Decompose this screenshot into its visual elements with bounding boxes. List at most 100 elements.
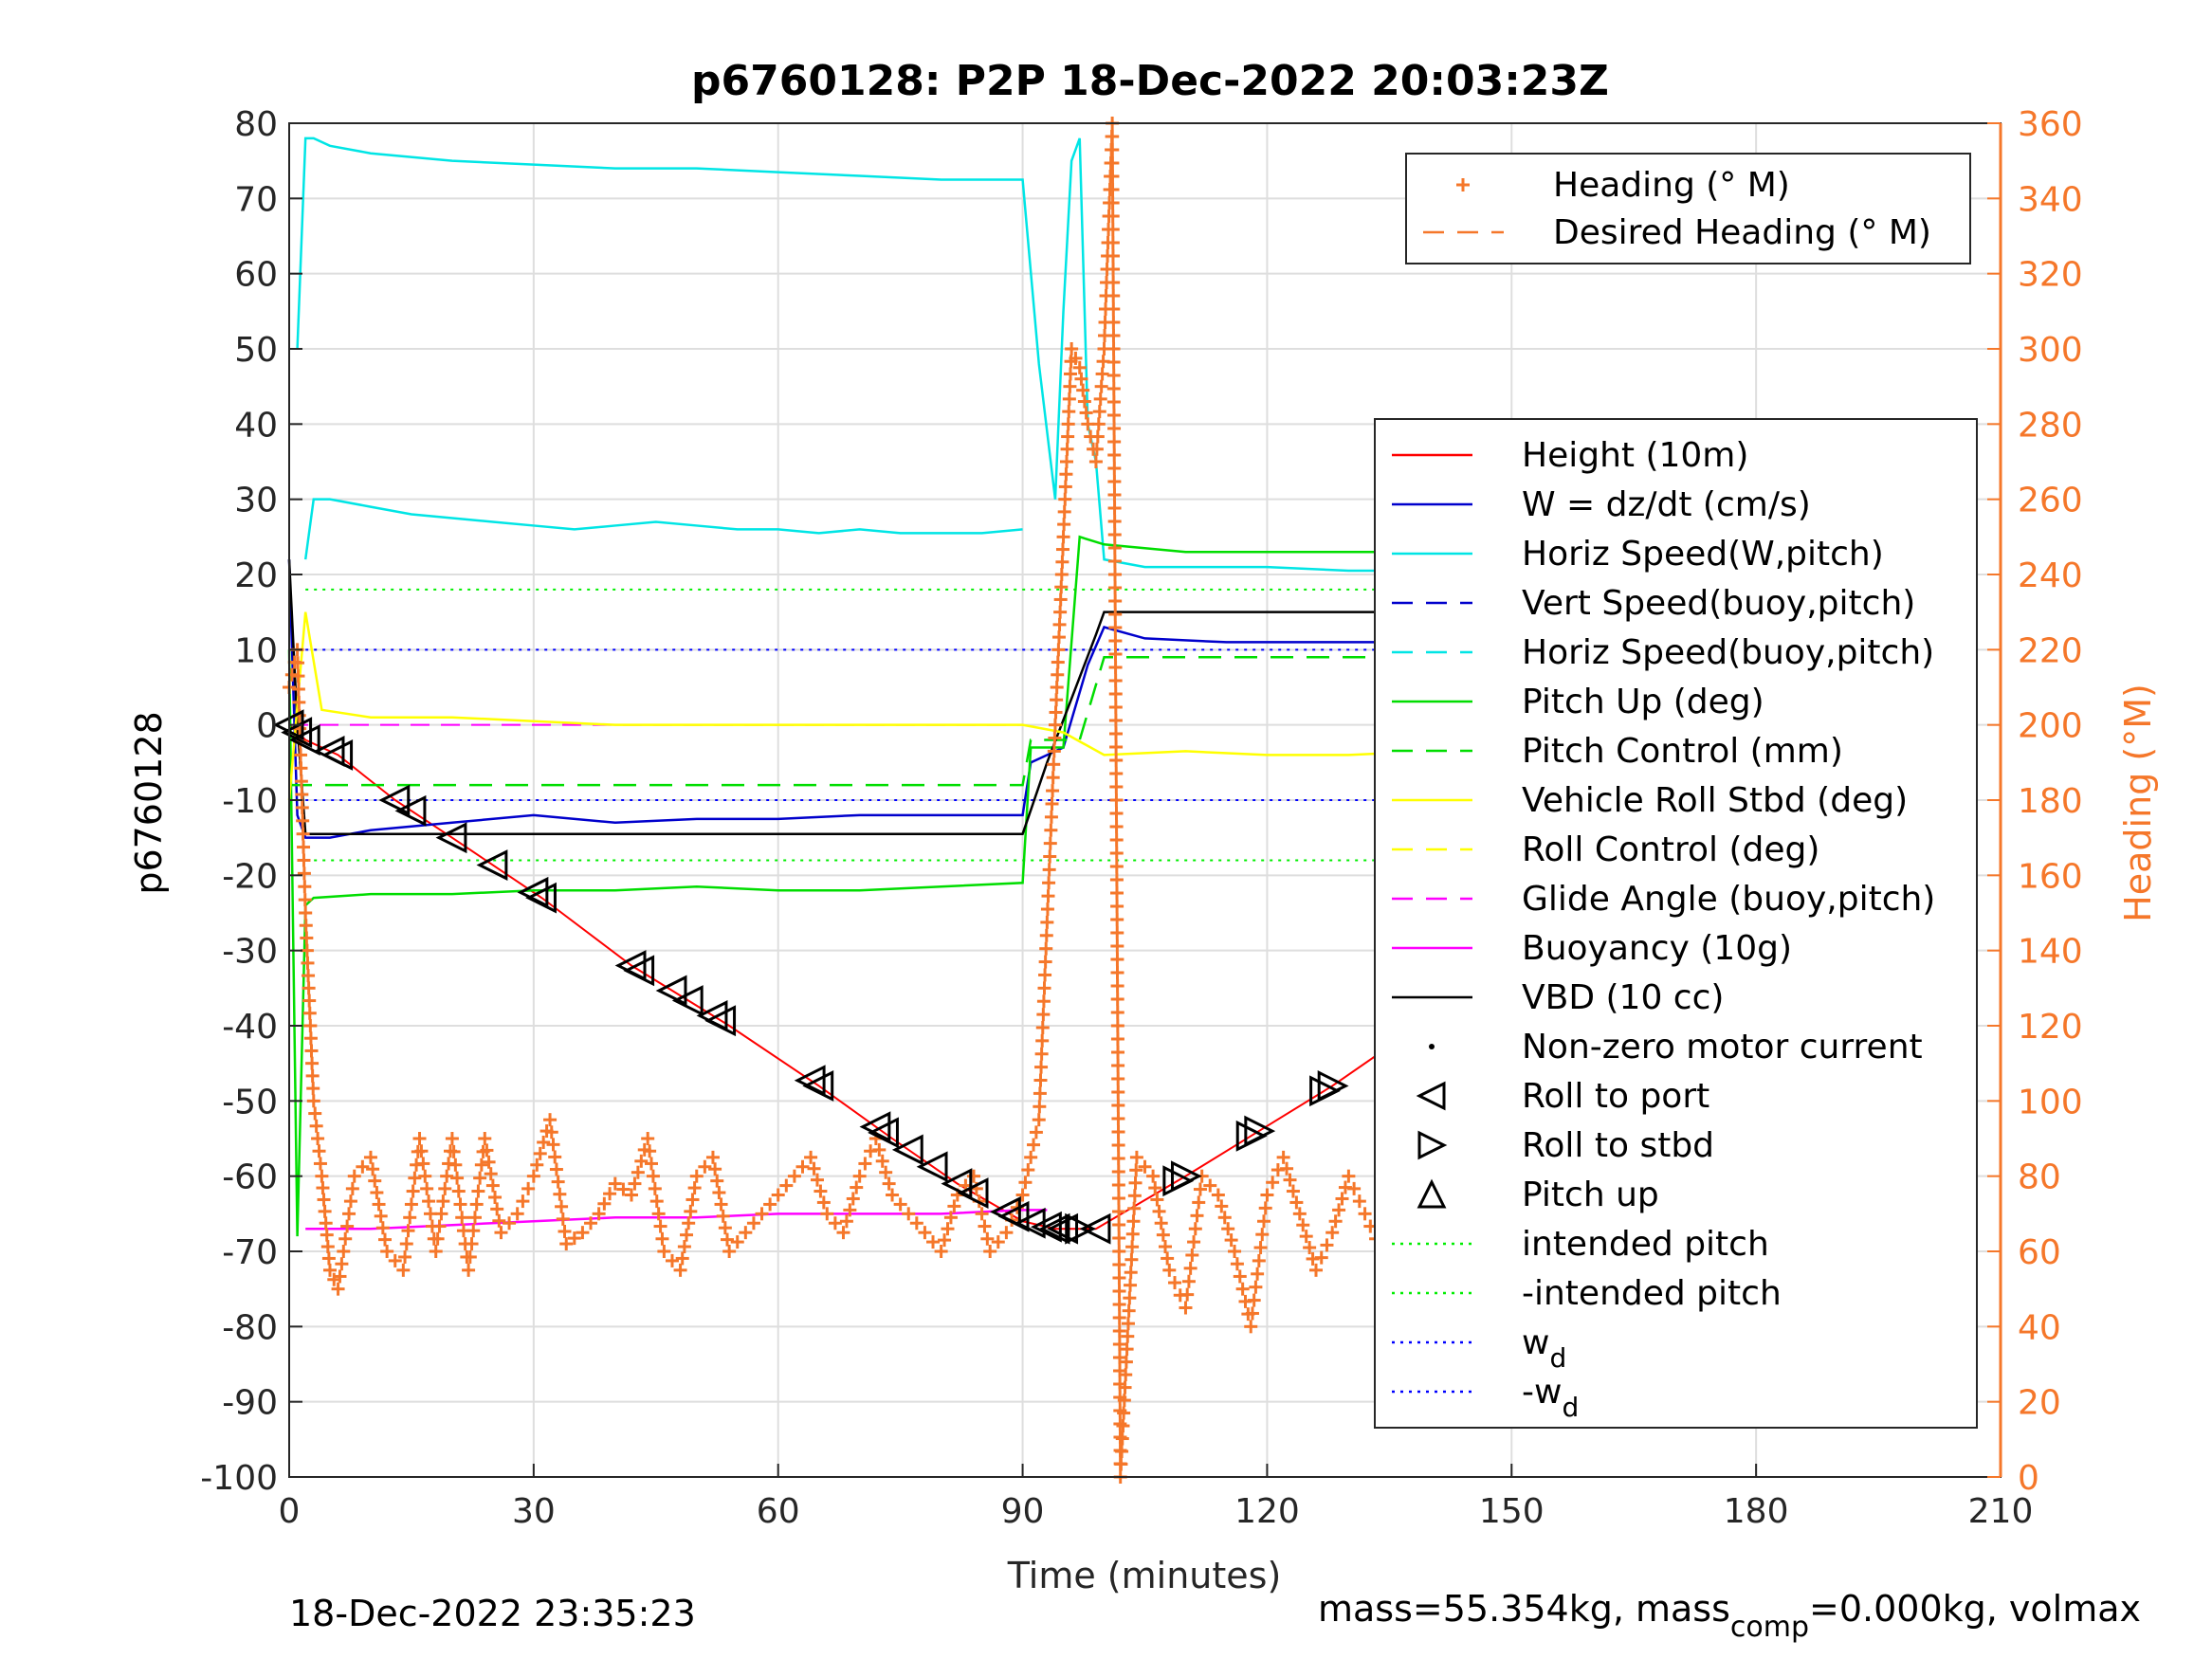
main-legend-label: Roll to stbd: [1522, 1126, 1714, 1165]
heading-point: [980, 1231, 995, 1246]
heading-point: [1253, 1241, 1268, 1255]
heading-point: [1036, 994, 1051, 1009]
heading-point: [1110, 900, 1124, 913]
heading-point: [1203, 1178, 1217, 1193]
heading-point: [1106, 143, 1120, 156]
heading-point: [1286, 1184, 1300, 1198]
heading-point: [516, 1194, 530, 1209]
heading-point: [322, 1263, 337, 1277]
heading-point: [653, 1219, 667, 1233]
heading-legend-entry: Desired Heading (° M): [1423, 213, 1931, 252]
heading-point: [1062, 405, 1076, 419]
heading-point: [312, 1144, 326, 1158]
heading-point: [485, 1178, 500, 1193]
heading-point: [305, 1068, 320, 1083]
heading-point: [628, 1176, 642, 1191]
heading-point: [315, 1169, 329, 1183]
heading-point: [852, 1169, 867, 1183]
heading-point: [1109, 833, 1124, 847]
heading-point: [1090, 429, 1105, 444]
heading-point: [1112, 1338, 1126, 1351]
heading-point: [416, 1157, 430, 1171]
heading-point: [1183, 1261, 1197, 1275]
heading-point: [294, 775, 308, 789]
heading-point: [559, 1237, 574, 1251]
heading-point: [1040, 902, 1054, 917]
heading-point: [311, 1132, 325, 1145]
heading-point: [934, 1245, 948, 1258]
heading-point: [1107, 422, 1122, 435]
heading-point: [467, 1211, 482, 1225]
y-tick-label: 70: [234, 180, 278, 219]
heading-point: [1109, 740, 1124, 754]
heading-point: [404, 1197, 418, 1212]
heading-point: [555, 1199, 569, 1213]
heading-point: [408, 1171, 422, 1185]
heading-point: [909, 1216, 923, 1231]
heading-point: [1072, 360, 1087, 374]
heading-point: [1065, 342, 1079, 356]
heading-point: [291, 656, 305, 670]
heading-point: [303, 1031, 318, 1046]
roll-to-stbd-marker: [1170, 1160, 1202, 1193]
heading-point: [1106, 210, 1120, 223]
y2-tick-label: 300: [2018, 331, 2083, 370]
heading-point: [363, 1150, 377, 1164]
heading-point: [1109, 754, 1124, 767]
heading-point: [1108, 634, 1123, 647]
heading-point: [1048, 718, 1062, 732]
heading-point: [306, 1082, 320, 1096]
heading-point: [1180, 1287, 1195, 1302]
main-legend-entry: Horiz Speed(W,pitch): [1392, 535, 1884, 574]
heading-point: [1111, 1139, 1125, 1152]
heading-point: [1056, 530, 1070, 544]
heading-point: [306, 1094, 320, 1108]
heading-point: [1111, 1112, 1125, 1125]
heading-point: [1108, 647, 1123, 661]
heading-point: [342, 1207, 356, 1221]
heading-point: [1252, 1253, 1266, 1267]
heading-point: [1168, 1276, 1182, 1290]
y2-tick-label: 0: [2018, 1459, 2039, 1498]
heading-point: [712, 1186, 726, 1200]
heading-point: [1040, 915, 1054, 929]
heading-point: [705, 1150, 720, 1164]
heading-point: [1108, 714, 1123, 727]
heading-point: [739, 1226, 753, 1240]
heading-point: [631, 1165, 645, 1179]
heading-point: [1110, 993, 1124, 1006]
heading-point: [1112, 1311, 1126, 1324]
roll-to-stbd-marker: [1244, 1115, 1276, 1147]
main-legend-label: Horiz Speed(buoy,pitch): [1522, 633, 1934, 672]
heading-point: [1126, 1214, 1141, 1229]
x-tick-label: 60: [757, 1492, 800, 1531]
heading-point: [1156, 1228, 1170, 1242]
heading-point: [1187, 1235, 1201, 1249]
heading-point: [1129, 1150, 1143, 1164]
heading-point: [1292, 1207, 1307, 1221]
heading-point: [297, 866, 311, 881]
heading-point: [1111, 1152, 1125, 1165]
heading-point: [714, 1197, 728, 1212]
heading-point: [947, 1199, 961, 1213]
heading-point: [680, 1228, 694, 1242]
heading-point: [1111, 1059, 1125, 1072]
heading-point: [471, 1184, 485, 1198]
heading-point: [401, 1224, 415, 1238]
roll-to-port-marker: [1031, 1211, 1062, 1243]
heading-point: [1106, 316, 1121, 329]
heading-point: [302, 1006, 317, 1020]
heading-point: [689, 1169, 704, 1183]
heading-point: [1074, 372, 1088, 386]
heading-point: [1035, 1033, 1050, 1048]
heading-point: [1106, 170, 1120, 183]
heading-point: [1233, 1269, 1247, 1284]
heading-point: [1109, 847, 1124, 860]
heading-point: [1053, 605, 1068, 619]
footer-mass-info: mass=55.354kg, masscomp=0.000kg, volmax: [1318, 1588, 2141, 1644]
y2-tick-label: 80: [2018, 1158, 2061, 1197]
heading-point: [438, 1181, 452, 1195]
heading-point: [665, 1253, 679, 1267]
heading-point: [1036, 1008, 1051, 1022]
